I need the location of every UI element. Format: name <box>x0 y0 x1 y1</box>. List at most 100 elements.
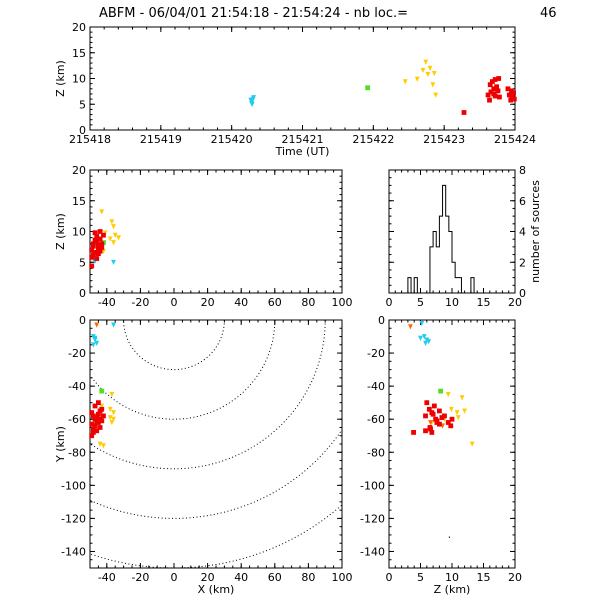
source-point <box>449 416 455 422</box>
histogram-steps <box>389 184 515 294</box>
source-point <box>92 250 98 255</box>
y-tick-label: 8 <box>519 164 526 177</box>
y-tick-label: -140 <box>360 545 385 558</box>
source-point <box>438 388 444 394</box>
scatter-points <box>248 59 517 115</box>
source-point <box>509 94 515 99</box>
source-point <box>89 247 95 253</box>
source-point <box>448 406 454 413</box>
x-tick-label: 5 <box>417 296 424 309</box>
y-tick-label: -40 <box>367 380 385 393</box>
x-tick-label: 10 <box>445 296 459 309</box>
source-point <box>89 263 95 269</box>
y-tick-label: -100 <box>61 479 86 492</box>
y-tick-label: 0 <box>378 314 385 327</box>
x-tick-label: 0 <box>171 296 178 309</box>
source-point <box>462 408 467 414</box>
source-point <box>469 441 475 447</box>
source-point <box>90 252 96 258</box>
source-point <box>427 65 433 71</box>
y-tick-label: 2 <box>519 256 526 269</box>
x-tick-label: 100 <box>332 296 353 309</box>
source-point <box>96 411 101 417</box>
y-axis-label: Y (km) <box>54 426 67 463</box>
y-tick-label: -60 <box>367 413 385 426</box>
source-point <box>461 110 467 115</box>
x-tick-label: 215419 <box>140 133 182 146</box>
y-tick-label: -100 <box>360 479 385 492</box>
x-tick-label: -40 <box>98 296 116 309</box>
source-point <box>111 224 116 230</box>
y-tick-label: 20 <box>72 164 86 177</box>
scatter-points <box>89 209 121 269</box>
source-point <box>101 232 106 238</box>
y-tick-label: 0 <box>79 124 86 137</box>
source-point <box>101 413 106 419</box>
source-point <box>445 392 451 398</box>
source-point <box>485 92 491 98</box>
source-point <box>94 428 100 434</box>
source-point <box>99 209 105 215</box>
source-point <box>496 76 502 81</box>
y-tick-label: -120 <box>360 512 385 525</box>
plot-frame <box>89 169 343 294</box>
source-point <box>445 420 451 425</box>
source-point <box>92 335 98 341</box>
source-point <box>94 415 100 420</box>
x-tick-label: 215423 <box>423 133 465 146</box>
source-point <box>251 95 257 101</box>
source-point <box>89 421 95 427</box>
x-tick-label: 100 <box>332 571 353 584</box>
source-point <box>92 403 98 409</box>
x-tick-label: 20 <box>201 296 215 309</box>
source-point <box>116 235 121 241</box>
source-point <box>109 392 115 398</box>
source-point <box>90 243 96 249</box>
source-point <box>423 340 428 346</box>
figure-title: ABFM - 06/04/01 21:54:18 - 21:54:24 - nb… <box>99 6 557 21</box>
figure-title-count: 46 <box>540 6 557 21</box>
source-point <box>111 416 116 422</box>
y-tick-label: 5 <box>79 98 86 111</box>
x-tick-label: 5 <box>417 571 424 584</box>
y-tick-label: 0 <box>79 287 86 300</box>
source-point <box>442 413 447 419</box>
source-point <box>97 425 103 430</box>
source-point <box>439 415 445 420</box>
source-point <box>487 82 493 88</box>
y-tick-label: 10 <box>72 73 86 86</box>
source-point <box>111 410 116 416</box>
plot-frame <box>388 319 516 569</box>
source-point <box>101 443 106 449</box>
y-axis-label: number of sources <box>529 180 542 283</box>
source-point <box>109 420 115 426</box>
y-tick-label: 5 <box>79 256 86 269</box>
source-point <box>92 237 98 243</box>
source-point <box>90 241 96 247</box>
source-point <box>408 324 413 330</box>
source-point <box>426 339 432 345</box>
source-point <box>90 430 96 435</box>
source-point <box>492 77 498 82</box>
source-point <box>418 335 423 341</box>
source-point <box>494 84 499 90</box>
source-point <box>249 101 255 108</box>
source-point <box>92 423 98 429</box>
source-point <box>426 406 432 412</box>
y-tick-label: 15 <box>72 47 86 60</box>
source-point <box>96 400 101 406</box>
source-point <box>111 322 116 328</box>
source-point <box>419 320 425 327</box>
source-point <box>411 430 416 435</box>
source-point <box>96 251 101 257</box>
x-tick-label: 20 <box>201 571 215 584</box>
source-point <box>489 79 495 84</box>
source-point <box>97 248 103 254</box>
source-point <box>420 67 426 74</box>
source-point <box>99 245 105 250</box>
source-point <box>414 76 420 82</box>
x-tick-label: 60 <box>268 571 282 584</box>
x-tick-label: 215418 <box>69 133 111 146</box>
source-point <box>107 236 113 242</box>
y-tick-label: 10 <box>72 226 86 239</box>
